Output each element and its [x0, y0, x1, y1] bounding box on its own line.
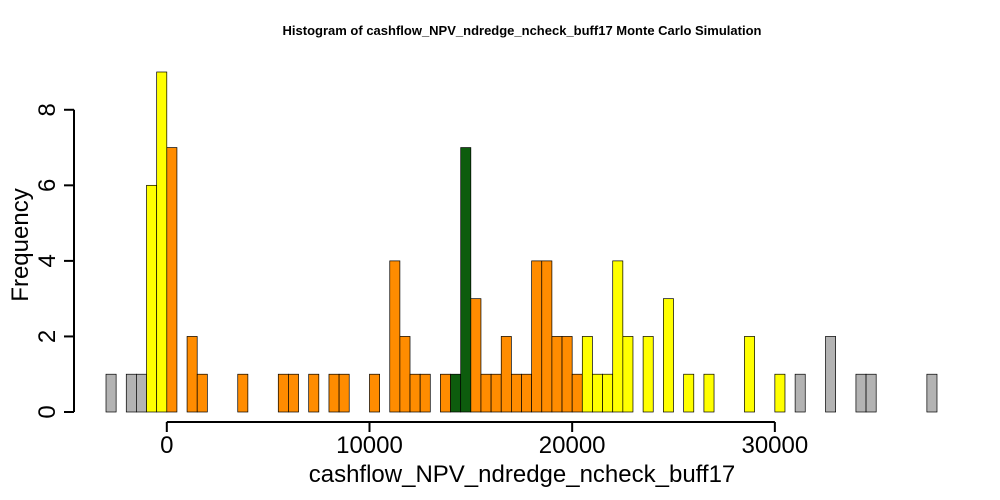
histogram-bar [237, 373, 249, 413]
histogram-bar [602, 373, 614, 413]
x-axis-label: cashflow_NPV_ndredge_ncheck_buff17 [309, 461, 736, 488]
histogram-bar [663, 298, 674, 413]
y-tick-label: 8 [34, 103, 61, 116]
y-axis-label: Frequency [7, 188, 34, 301]
histogram-bar [369, 373, 380, 413]
histogram-bar [571, 373, 583, 413]
histogram-bar [511, 373, 522, 413]
histogram-bar [196, 373, 208, 413]
histogram-bar [389, 260, 401, 413]
histogram-bar [531, 260, 543, 413]
y-tick-label: 4 [34, 254, 61, 267]
x-tick-label: 10000 [336, 432, 403, 459]
histogram-bar [125, 373, 137, 413]
histogram-bar [156, 71, 168, 413]
y-tick-label: 0 [34, 405, 61, 418]
histogram-bar [470, 298, 482, 413]
histogram-bar [409, 373, 421, 413]
histogram-bar [855, 373, 867, 413]
histogram-bar [703, 373, 715, 413]
chart-title: Histogram of cashflow_NPV_ndredge_ncheck… [283, 23, 762, 38]
x-axis: 0 10000 20000 30000 [160, 421, 808, 459]
histogram-bar [581, 336, 593, 413]
histogram-bar [450, 373, 462, 413]
histogram-bar [440, 373, 451, 413]
histogram-bar [419, 373, 431, 413]
histogram-bar [399, 336, 411, 413]
histogram-bar [926, 373, 938, 413]
y-axis: 0 2 4 6 8 [34, 103, 75, 419]
x-tick-label: 20000 [539, 432, 606, 459]
histogram-bar [460, 147, 472, 413]
histogram-bar [642, 336, 654, 413]
y-tick-label: 2 [34, 330, 61, 343]
histogram-bar [794, 373, 806, 413]
histogram-bar [774, 373, 786, 413]
histogram-bar [561, 336, 573, 413]
x-tick-label: 30000 [741, 432, 808, 459]
histogram-bar [105, 373, 117, 413]
histogram-bar [277, 373, 289, 413]
histogram-bar [500, 336, 512, 413]
histogram-bar [612, 260, 624, 413]
histogram-bar [592, 373, 603, 413]
histogram-bar [308, 373, 320, 413]
histogram-bar [521, 373, 532, 413]
bars-group [105, 71, 938, 413]
histogram-bar [328, 373, 340, 413]
y-tick-label: 6 [34, 179, 61, 192]
histogram-bar [825, 336, 837, 413]
histogram-bar [166, 147, 178, 413]
histogram-bar [551, 336, 563, 413]
histogram-bar [480, 373, 492, 413]
histogram-bar [865, 373, 877, 413]
histogram-bar [744, 336, 755, 413]
histogram-bar [186, 336, 198, 413]
histogram-bar [136, 373, 147, 413]
histogram-bar [541, 260, 553, 413]
histogram-bar [622, 336, 634, 413]
histogram-bar [288, 373, 299, 413]
x-tick-label: 0 [160, 432, 173, 459]
histogram-bar [490, 373, 502, 413]
histogram-bar [683, 373, 695, 413]
histogram-bar [338, 373, 350, 413]
histogram-bar [146, 184, 158, 413]
